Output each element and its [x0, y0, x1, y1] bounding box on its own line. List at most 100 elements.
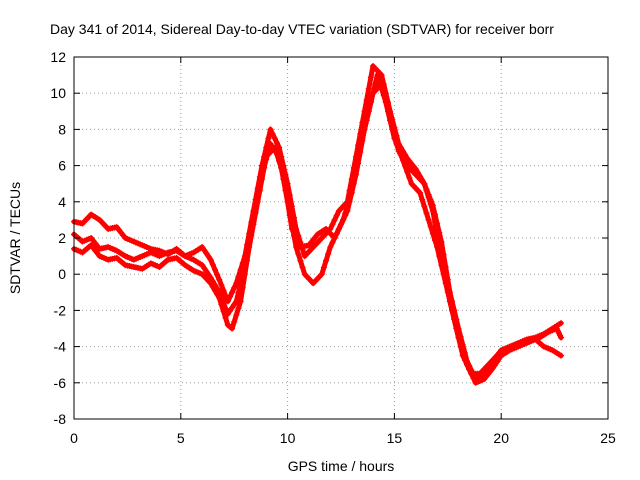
data-point [199, 244, 206, 251]
data-point [350, 164, 357, 171]
data-point [395, 140, 402, 147]
data-point [393, 132, 400, 139]
data-point [558, 334, 565, 341]
y-tick-label: 8 [58, 121, 66, 137]
data-point [421, 180, 428, 187]
data-point [203, 250, 210, 257]
data-point [342, 212, 349, 219]
data-point [367, 74, 374, 81]
data-point [335, 225, 342, 232]
data-point [391, 124, 398, 131]
data-point [271, 147, 278, 154]
data-point [331, 235, 338, 241]
data-point [278, 153, 285, 160]
data-point [380, 81, 387, 88]
data-point [389, 116, 396, 123]
data-point [429, 202, 436, 209]
data-point [329, 221, 336, 228]
data-point [201, 265, 208, 272]
data-point [470, 371, 477, 378]
axis-ticks: -8 -6 -4 -2 0 2 4 6 8 10 12 0 5 10 15 20 25 [50, 49, 616, 446]
y-tick-label: 2 [58, 230, 66, 246]
y-tick-label: -2 [54, 302, 67, 318]
data-point [344, 198, 351, 205]
data-point [340, 216, 347, 223]
data-point [372, 81, 379, 88]
data-point [378, 72, 385, 79]
data-point [239, 259, 246, 266]
data-point [229, 289, 236, 296]
data-point [338, 221, 344, 228]
data-point [263, 144, 270, 151]
data-point [261, 153, 268, 160]
data-point [209, 261, 216, 268]
data-point [352, 153, 359, 160]
data-point [417, 173, 424, 180]
data-point [436, 229, 443, 236]
data-point [481, 370, 488, 377]
data-point [423, 186, 430, 193]
data-point [327, 225, 334, 232]
data-point [209, 278, 216, 285]
data-point [250, 207, 257, 214]
data-point [233, 311, 240, 318]
data-point [359, 119, 366, 126]
data-point [244, 241, 251, 248]
y-tick-label: 12 [50, 49, 66, 65]
data-point [246, 230, 253, 237]
data-point [297, 239, 304, 246]
data-point [355, 142, 362, 149]
data-point [404, 168, 411, 175]
series-arc-1 [71, 72, 564, 377]
data-point [419, 177, 426, 184]
data-point [254, 185, 261, 192]
data-point [256, 173, 263, 180]
data-point [222, 315, 229, 322]
x-tick-label: 25 [600, 430, 616, 446]
data-point [226, 307, 233, 314]
x-tick-label: 15 [387, 430, 403, 446]
data-point [384, 99, 391, 106]
data-point [397, 144, 404, 151]
data-point [222, 292, 229, 299]
data-point [431, 211, 438, 218]
data-point [233, 280, 240, 287]
y-tick-label: -6 [54, 375, 67, 391]
grid-lines [74, 57, 608, 419]
data-point [293, 244, 300, 251]
data-point [218, 294, 225, 301]
data-point [214, 285, 221, 292]
data-point [412, 166, 419, 173]
data-point [425, 191, 432, 198]
chart-title: Day 341 of 2014, Sidereal Day-to-day VTE… [50, 21, 554, 37]
data-point [387, 108, 394, 115]
data-point [558, 320, 565, 327]
data-point [318, 271, 325, 278]
data-point [258, 162, 265, 169]
data-point [237, 266, 244, 273]
y-tick-label: -4 [54, 339, 67, 355]
data-point [327, 244, 334, 251]
data-point [284, 180, 291, 187]
data-point [442, 263, 449, 270]
data-point [329, 239, 336, 246]
data-point [216, 276, 223, 283]
data-point [227, 324, 234, 331]
data-point [295, 250, 302, 257]
y-tick-label: 10 [50, 85, 66, 101]
data-point [299, 264, 306, 271]
data-point [485, 364, 492, 371]
data-point [273, 139, 280, 146]
data-point [220, 287, 227, 294]
data-point [286, 192, 293, 199]
data-point [218, 282, 225, 289]
data-point [558, 352, 565, 359]
data-point [203, 268, 210, 275]
x-tick-label: 0 [70, 430, 78, 446]
data-point [207, 274, 214, 281]
data-point [333, 230, 340, 237]
data-point [224, 298, 231, 305]
data-point [297, 257, 304, 264]
data-point [425, 216, 432, 223]
